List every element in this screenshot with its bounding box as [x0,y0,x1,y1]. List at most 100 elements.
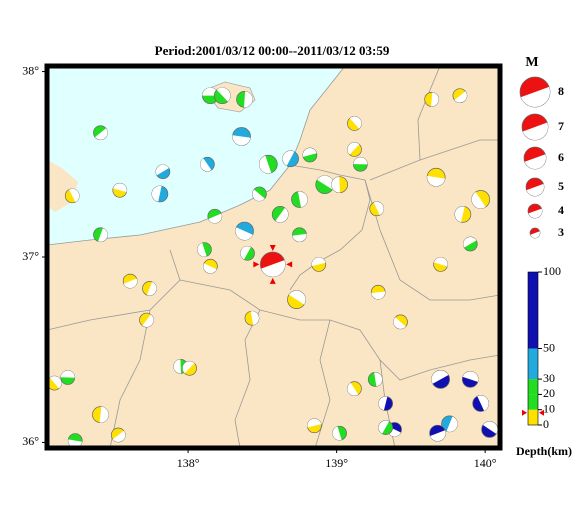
focal-mechanism [378,396,393,411]
focal-mechanism [244,310,260,326]
focal-mechanism [271,205,289,223]
beachball-nodal [275,207,289,223]
depth-band [528,379,538,395]
legend-label: 5 [558,179,564,193]
focal-mechanism [347,381,362,397]
beachball-nodal [477,395,489,411]
focal-mechanism [112,182,128,198]
focal-mechanism [291,191,308,208]
focal-mechanism [481,421,498,438]
focal-mechanism [529,227,541,239]
focal-mechanism [521,113,549,141]
legend-label: 4 [558,203,564,217]
beachball-nodal [259,155,272,174]
focal-mechanism [155,164,171,180]
beachball-nodal [530,231,540,238]
depth-band [528,272,538,349]
beachball-nodal [99,406,109,423]
focal-mechanism [60,370,76,385]
focal-mechanism [139,312,154,328]
beachball-nodal [307,418,322,428]
beachball-nodal [332,426,342,441]
focal-mechanism [260,251,286,278]
x-tick-label: 140° [474,456,497,470]
basemap [46,65,501,449]
focal-mechanism [258,154,278,174]
beachball-nodal [347,142,360,155]
beachball-nodal [261,260,286,277]
focal-mechanism [122,273,138,289]
x-tick-label: 139° [325,456,348,470]
beachball-nodal [235,227,253,240]
depth-label: Depth(km) [516,444,572,458]
depth-band [528,409,538,425]
focal-mechanism [93,125,108,141]
beachball-nodal [347,382,359,396]
beachball-nodal [203,263,217,274]
mainshock-marker [269,277,276,284]
legend-title: M [525,55,538,70]
focal-mechanism [331,176,348,194]
focal-mechanism [110,427,126,443]
beachball-nodal [142,314,154,328]
beachball-nodal [197,242,207,257]
beachball-nodal [243,91,253,108]
legend-label: 6 [558,150,564,164]
beachball-nodal [528,208,542,218]
focal-mechanism [287,290,306,310]
legend-label: 7 [558,119,564,133]
beachball-nodal [151,185,162,202]
y-tick-label: 36° [22,434,39,448]
beachball-nodal [112,430,126,443]
depth-tick-label: 50 [543,340,555,354]
beachball-nodal [69,188,80,203]
focal-mechanism [347,142,362,157]
depth-tick-label: 10 [543,401,555,415]
beachball-nodal [232,135,251,146]
focal-mechanism [429,424,446,442]
focal-mechanism [47,375,62,391]
x-tick-label: 138° [177,456,200,470]
beachball-nodal [49,376,62,389]
beachball-nodal [123,278,138,289]
focal-mechanism [292,227,307,243]
focal-mechanism [235,221,254,241]
beachball-nodal [297,191,308,208]
focal-mechanism [431,370,450,389]
beachball-nodal [430,430,446,442]
beachball-nodal [60,370,75,378]
beachball-nodal [282,150,295,166]
focal-mechanism [64,188,80,204]
beachball-nodal [208,213,222,224]
beachball-nodal [371,291,386,300]
focal-mechanism [369,201,385,217]
focal-mechanism [236,91,253,108]
beachball-nodal [378,420,390,434]
focal-mechanism [200,156,215,172]
focal-mechanism [332,425,347,441]
mainshock-marker [269,245,276,252]
beachball-nodal [522,122,548,140]
beachball-nodal [462,371,479,382]
focal-mechanism [370,284,386,300]
focal-mechanism [441,415,458,433]
focal-mechanism [182,360,197,376]
y-tick-label: 38° [22,63,39,77]
focal-mechanism [347,116,362,131]
depth-band [528,394,538,410]
beachball-nodal [146,281,157,296]
beachball-nodal [393,317,406,329]
beachball-nodal [331,176,341,193]
legend-label: 8 [558,84,564,98]
focal-mechanism [240,245,255,261]
legend-label: 3 [558,225,564,239]
beachball-nodal [292,233,307,242]
beachball-nodal [433,257,448,267]
focal-mechanism [92,406,109,423]
beachball-nodal [182,361,195,374]
beachball-nodal [95,128,108,140]
beachball-nodal [302,148,317,157]
beachball-nodal [374,372,383,387]
beachball-nodal [446,416,458,432]
